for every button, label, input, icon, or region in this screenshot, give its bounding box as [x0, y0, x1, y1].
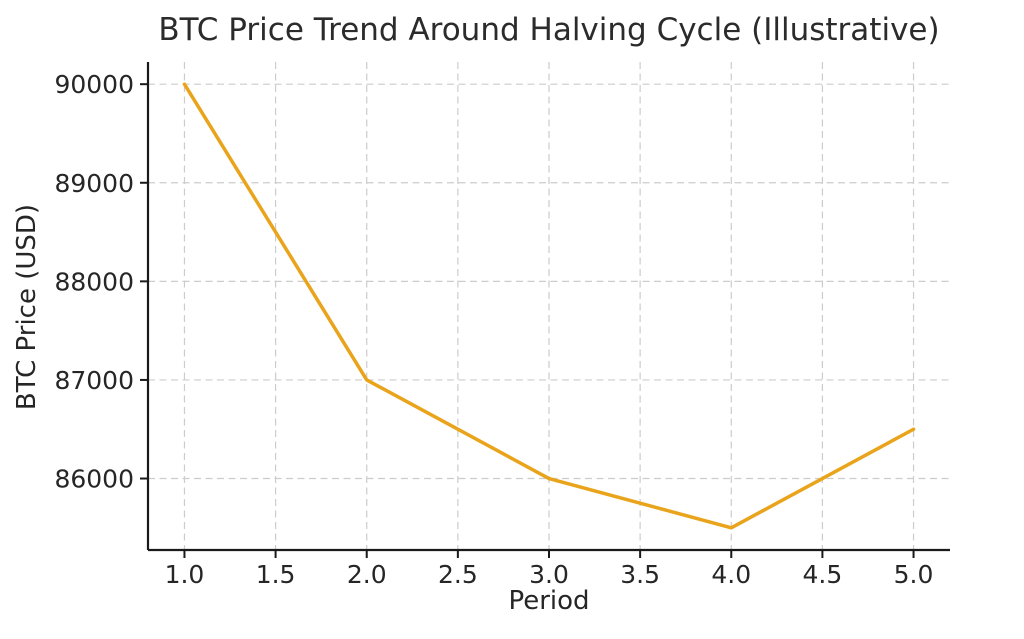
x-tick-label: 2.0	[347, 560, 387, 589]
btc-price-line	[182, 82, 916, 530]
y-axis-label: BTC Price (USD)	[12, 203, 42, 411]
x-tick-label: 1.5	[256, 560, 296, 589]
x-tick-label: 3.0	[529, 560, 569, 589]
x-tick-label: 4.0	[711, 560, 751, 589]
y-tick-label: 90000	[54, 70, 134, 99]
x-tick-label: 4.5	[803, 560, 843, 589]
x-tick-label: 3.5	[620, 560, 660, 589]
x-axis-label: Period	[508, 586, 590, 616]
y-tick-label: 87000	[54, 366, 134, 395]
x-tick-label: 5.0	[894, 560, 934, 589]
chart-title: BTC Price Trend Around Halving Cycle (Il…	[158, 12, 940, 48]
y-tick-label: 86000	[54, 465, 134, 494]
y-tick-label: 89000	[54, 169, 134, 198]
y-tick-label: 88000	[54, 267, 134, 296]
x-tick-label: 2.5	[438, 560, 478, 589]
x-tick-label: 1.0	[165, 560, 205, 589]
